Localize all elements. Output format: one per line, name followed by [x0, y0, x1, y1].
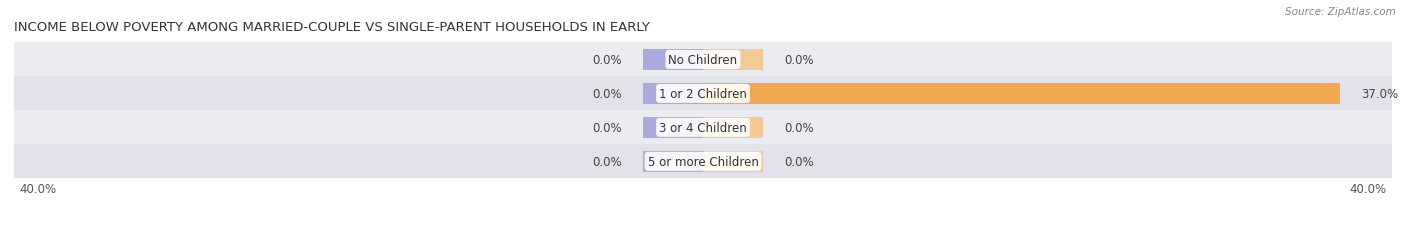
- Text: 1 or 2 Children: 1 or 2 Children: [659, 88, 747, 100]
- Text: 40.0%: 40.0%: [20, 182, 56, 195]
- Bar: [703, 50, 763, 71]
- Bar: [703, 83, 1340, 104]
- Bar: [643, 117, 703, 138]
- Text: 0.0%: 0.0%: [592, 54, 621, 67]
- Text: 0.0%: 0.0%: [592, 155, 621, 168]
- Text: 3 or 4 Children: 3 or 4 Children: [659, 121, 747, 134]
- Text: 0.0%: 0.0%: [785, 54, 814, 67]
- Bar: [14, 111, 1392, 145]
- Bar: [703, 151, 763, 172]
- Text: 37.0%: 37.0%: [1361, 88, 1398, 100]
- Text: 5 or more Children: 5 or more Children: [648, 155, 758, 168]
- Bar: [14, 145, 1392, 179]
- Bar: [703, 117, 763, 138]
- Bar: [643, 50, 703, 71]
- Text: 0.0%: 0.0%: [785, 121, 814, 134]
- Text: Source: ZipAtlas.com: Source: ZipAtlas.com: [1285, 7, 1396, 17]
- Bar: [643, 83, 703, 104]
- Bar: [643, 151, 703, 172]
- Text: INCOME BELOW POVERTY AMONG MARRIED-COUPLE VS SINGLE-PARENT HOUSEHOLDS IN EARLY: INCOME BELOW POVERTY AMONG MARRIED-COUPL…: [14, 21, 650, 33]
- Text: 0.0%: 0.0%: [592, 88, 621, 100]
- Text: 0.0%: 0.0%: [592, 121, 621, 134]
- Text: 40.0%: 40.0%: [1350, 182, 1386, 195]
- Text: No Children: No Children: [668, 54, 738, 67]
- Text: 0.0%: 0.0%: [785, 155, 814, 168]
- Bar: [14, 43, 1392, 77]
- Bar: [14, 77, 1392, 111]
